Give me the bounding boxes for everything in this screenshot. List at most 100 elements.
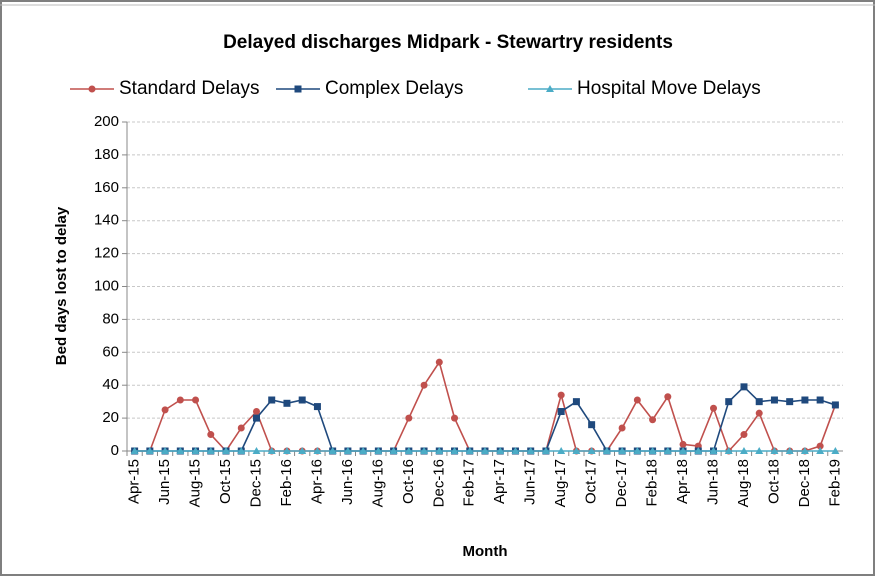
marker [465, 447, 474, 454]
x-tick-label: Aug-17 [552, 459, 569, 507]
x-tick-label: Jun-15 [156, 459, 173, 505]
marker [359, 447, 368, 454]
marker [664, 393, 672, 401]
marker [755, 409, 763, 417]
marker [663, 447, 672, 454]
legend-label: Hospital Move Delays [577, 78, 761, 99]
marker [268, 396, 276, 404]
x-tick-label: Feb-18 [644, 459, 661, 507]
marker [801, 396, 809, 404]
marker [161, 447, 170, 454]
x-tick-label: Apr-17 [491, 459, 508, 504]
marker [252, 408, 260, 416]
marker [541, 447, 550, 454]
marker [739, 447, 748, 454]
marker [572, 398, 580, 406]
marker [435, 358, 443, 366]
marker [786, 398, 794, 406]
marker [618, 424, 626, 432]
marker [252, 447, 261, 454]
marker [770, 396, 778, 404]
x-tick-label: Apr-15 [126, 459, 143, 504]
marker [176, 396, 184, 404]
marker [389, 447, 398, 454]
marker [283, 399, 291, 407]
marker [450, 447, 459, 454]
marker [192, 396, 200, 404]
marker [496, 447, 505, 454]
y-tick-label: 180 [94, 146, 119, 163]
y-tick-label: 120 [94, 245, 119, 262]
marker [755, 447, 764, 454]
marker [831, 401, 839, 409]
marker [328, 447, 337, 454]
marker [206, 447, 215, 454]
marker [176, 447, 185, 454]
y-tick-label: 20 [102, 409, 119, 426]
marker [710, 404, 718, 412]
marker [88, 85, 96, 93]
marker [374, 447, 383, 454]
marker [725, 398, 733, 406]
marker [679, 447, 688, 454]
x-tick-label: Aug-18 [735, 459, 752, 507]
marker [222, 447, 231, 454]
marker [313, 447, 322, 454]
x-tick-label: Oct-17 [583, 459, 600, 504]
marker [420, 381, 428, 389]
x-tick-label: Dec-18 [796, 459, 813, 507]
marker [435, 447, 444, 454]
y-tick-label: 40 [102, 376, 119, 393]
marker [740, 383, 748, 391]
x-tick-label: Apr-18 [674, 459, 691, 504]
marker [343, 447, 352, 454]
y-axis-title: Bed days lost to delay [53, 206, 70, 365]
marker [755, 398, 763, 406]
marker [298, 396, 306, 404]
marker [161, 406, 169, 414]
legend-label: Standard Delays [119, 78, 259, 99]
marker [588, 421, 596, 429]
marker [816, 442, 824, 450]
marker [511, 447, 520, 454]
marker [294, 85, 302, 93]
y-tick-label: 100 [94, 277, 119, 294]
marker [785, 447, 794, 454]
marker [694, 447, 703, 454]
marker [191, 447, 200, 454]
marker [572, 447, 581, 454]
y-tick-label: 80 [102, 310, 119, 327]
marker [420, 447, 429, 454]
marker [267, 447, 276, 454]
marker [404, 447, 413, 454]
x-axis-title: Month [463, 543, 508, 560]
marker [587, 447, 596, 454]
x-tick-label: Jun-18 [704, 459, 721, 505]
x-tick-label: Feb-19 [826, 459, 843, 507]
marker [557, 391, 565, 399]
x-tick-label: Oct-16 [400, 459, 417, 504]
x-tick-label: Aug-15 [187, 459, 204, 507]
marker [618, 447, 627, 454]
marker [546, 85, 554, 92]
marker [282, 447, 291, 454]
marker [130, 447, 139, 454]
marker [740, 431, 748, 439]
y-tick-label: 140 [94, 212, 119, 229]
legend-label: Complex Delays [325, 78, 463, 99]
y-tick-label: 160 [94, 179, 119, 196]
marker [313, 403, 321, 411]
marker [405, 414, 413, 422]
x-tick-label: Oct-15 [217, 459, 234, 504]
marker [800, 447, 809, 454]
marker [481, 447, 489, 454]
marker [237, 424, 245, 432]
marker [679, 440, 687, 448]
marker [602, 447, 611, 454]
marker [207, 431, 215, 439]
x-tick-label: Feb-16 [278, 459, 295, 507]
y-tick-label: 60 [102, 343, 119, 360]
